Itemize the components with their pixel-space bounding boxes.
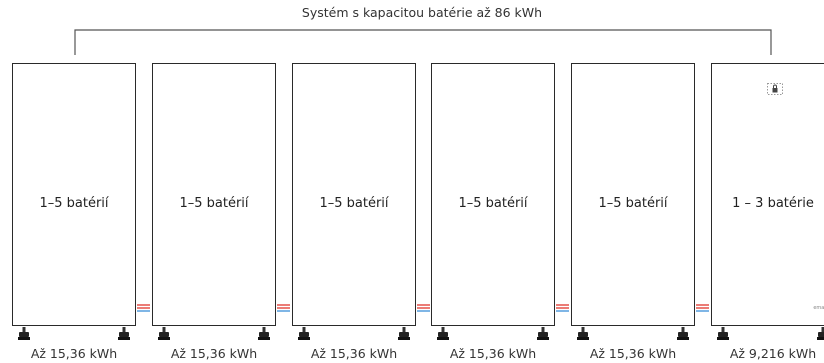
battery-cabinet: 1–5 batérií [431, 63, 555, 326]
cabinet-capacity: Až 15,36 kWh [589, 346, 677, 361]
foot-icon [298, 327, 310, 340]
foot-icon [398, 327, 410, 340]
cabinet-connector-cable [556, 304, 569, 312]
cabinet-connector-cable [277, 304, 290, 312]
cabinet-battery-count: 1–5 batérií [598, 196, 668, 211]
foot-icon [677, 327, 689, 340]
foot-icon [577, 327, 589, 340]
cabinet-capacity: Až 15,36 kWh [30, 346, 118, 361]
battery-cabinet: 1–5 batérií [571, 63, 695, 326]
cabinet-battery-count: 1–5 batérií [319, 196, 389, 211]
foot-icon [437, 327, 449, 340]
cabinet-battery-count: 1–5 batérií [39, 196, 109, 211]
battery-cabinet: 1–5 batérií [152, 63, 276, 326]
cabinet-connector-cable [696, 304, 709, 312]
cabinet-connector-cable [137, 304, 150, 312]
brand-logo: emaldo [813, 305, 824, 311]
cabinet-capacity: Až 15,36 kWh [310, 346, 398, 361]
foot-icon [18, 327, 30, 340]
foot-icon [537, 327, 549, 340]
lock-icon [767, 83, 783, 95]
cabinet-capacity: Až 15,36 kWh [170, 346, 258, 361]
cabinet-battery-count: 1–5 batérií [179, 196, 249, 211]
cabinet-battery-count: 1–5 batérií [458, 196, 528, 211]
cabinet-connector-cable [417, 304, 430, 312]
foot-icon [717, 327, 729, 340]
cabinet-capacity: Až 9,216 kWh [729, 346, 817, 361]
battery-cabinet: 1–5 batérií [12, 63, 136, 326]
cabinet-battery-count: 1 – 3 batérie [732, 196, 814, 211]
system-bracket [74, 29, 772, 55]
system-capacity-title: Systém s kapacitou batérie až 86 kWh [301, 5, 543, 20]
battery-cabinet: 1 – 3 batérie emaldo [711, 63, 824, 326]
cabinet-capacity: Až 15,36 kWh [449, 346, 537, 361]
battery-cabinet: 1–5 batérií [292, 63, 416, 326]
foot-icon [118, 327, 130, 340]
foot-icon [817, 327, 824, 340]
foot-icon [258, 327, 270, 340]
foot-icon [158, 327, 170, 340]
